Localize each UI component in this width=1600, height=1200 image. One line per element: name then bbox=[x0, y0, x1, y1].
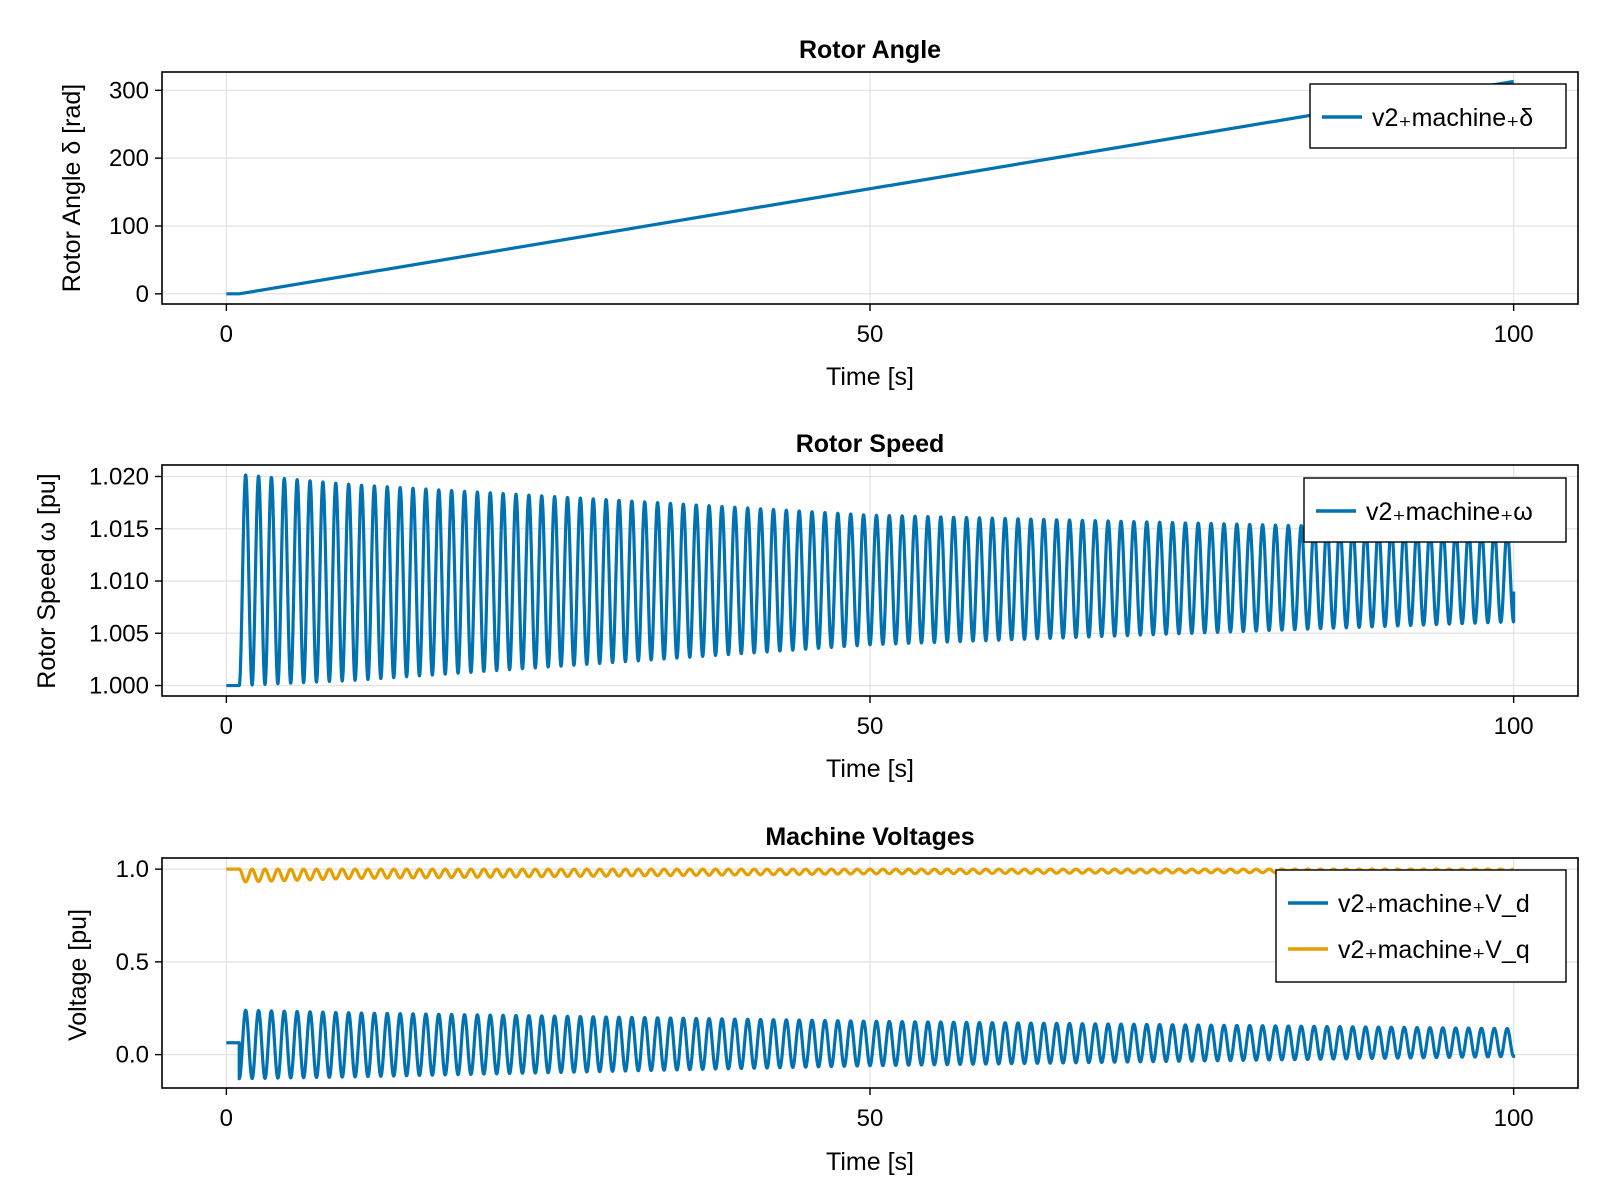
legend-box bbox=[1275, 869, 1567, 983]
y-tick-label: 1.015 bbox=[89, 516, 149, 543]
panel-rotor-speed: Rotor Speed 0 50 100 1.000 1.005 1.010 1.015 1.… bbox=[33, 430, 1579, 783]
panel-machine-voltages: Machine Voltages 0 50 100 0.0 0.5 1.0 Time [s… bbox=[64, 823, 1579, 1176]
legend: v2₊machine₊V_d v2₊machine₊V_q bbox=[1275, 869, 1567, 983]
x-axis-label: Time [s] bbox=[826, 1148, 914, 1176]
y-axis-label: Voltage [pu] bbox=[64, 909, 92, 1041]
y-tick-label: 100 bbox=[109, 213, 149, 240]
y-tick-label: 0.0 bbox=[116, 1042, 149, 1069]
panel-title: Rotor Speed bbox=[796, 430, 945, 458]
y-tick-label: 1.0 bbox=[116, 856, 149, 883]
y-tick-label: 1.000 bbox=[89, 673, 149, 700]
panel-title: Rotor Angle bbox=[799, 36, 941, 64]
y-tick-label: 1.020 bbox=[89, 463, 149, 490]
x-axis-label: Time [s] bbox=[826, 755, 914, 783]
panel-rotor-angle: Rotor Angle 0 50 100 0 100 200 300 Time [s] Ro… bbox=[58, 36, 1579, 391]
legend-label-omega: v2₊machine₊ω bbox=[1366, 498, 1533, 526]
series-line-1 bbox=[226, 1008, 1516, 1081]
series-line-1 bbox=[226, 473, 1516, 688]
x-tick-label: 0 bbox=[220, 713, 233, 740]
y-tick-label: 300 bbox=[109, 77, 149, 104]
x-tick-label: 100 bbox=[1494, 321, 1534, 348]
y-axis-label: Rotor Angle δ [rad] bbox=[58, 84, 86, 292]
x-tick-label: 50 bbox=[857, 1105, 884, 1132]
x-tick-label: 50 bbox=[857, 321, 884, 348]
panel-title: Machine Voltages bbox=[765, 823, 974, 851]
legend-label-delta: v2₊machine₊δ bbox=[1372, 104, 1533, 132]
legend: v2₊machine₊δ bbox=[1309, 83, 1567, 149]
y-tick-label: 1.005 bbox=[89, 620, 149, 647]
legend-label-vq: v2₊machine₊V_q bbox=[1338, 936, 1530, 964]
x-tick-label: 100 bbox=[1494, 1105, 1534, 1132]
legend: v2₊machine₊ω bbox=[1303, 477, 1567, 543]
x-tick-label: 100 bbox=[1494, 713, 1534, 740]
y-tick-label: 0.5 bbox=[116, 949, 149, 976]
x-tick-label: 0 bbox=[220, 321, 233, 348]
y-tick-label: 200 bbox=[109, 145, 149, 172]
y-tick-label: 0 bbox=[136, 281, 149, 308]
series-line-1 bbox=[226, 79, 1514, 296]
y-tick-label: 1.010 bbox=[89, 568, 149, 595]
x-tick-label: 50 bbox=[857, 713, 884, 740]
x-tick-label: 0 bbox=[220, 1105, 233, 1132]
x-axis-label: Time [s] bbox=[826, 363, 914, 391]
y-axis-label: Rotor Speed ω [pu] bbox=[33, 473, 61, 688]
legend-label-vd: v2₊machine₊V_d bbox=[1338, 890, 1530, 918]
